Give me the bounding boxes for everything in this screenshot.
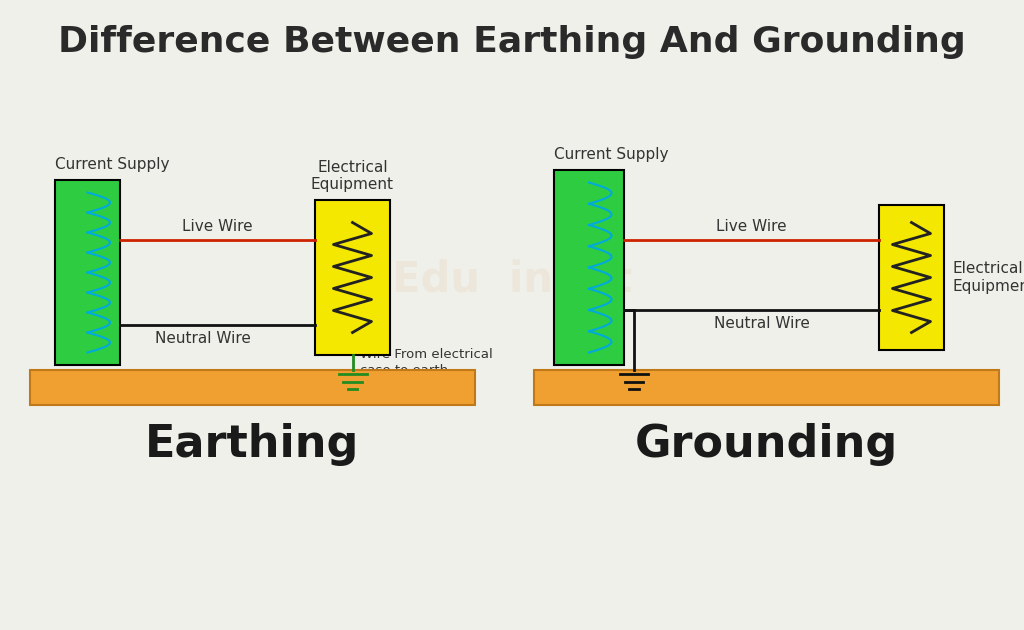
Bar: [30, 370, 475, 405]
Text: Electrical
Equipment: Electrical Equipment: [311, 159, 394, 192]
Text: Earth: Earth: [228, 379, 276, 396]
Text: Neutral Wire: Neutral Wire: [155, 331, 251, 346]
Text: Current Supply: Current Supply: [55, 157, 170, 172]
Text: Edu  input: Edu input: [392, 259, 632, 301]
Text: Difference Between Earthing And Grounding: Difference Between Earthing And Groundin…: [58, 25, 966, 59]
Text: Wire From neutral
to earth: Wire From neutral to earth: [648, 374, 767, 401]
Text: Current Supply: Current Supply: [554, 147, 669, 162]
Bar: [315, 200, 390, 355]
Text: Live Wire: Live Wire: [182, 219, 253, 234]
Bar: [55, 180, 120, 365]
Bar: [879, 205, 944, 350]
Text: Wire From electrical
case to earth: Wire From electrical case to earth: [360, 348, 494, 377]
Bar: [534, 370, 999, 405]
Bar: [554, 170, 624, 365]
Text: Neutral Wire: Neutral Wire: [714, 316, 809, 331]
Text: Electrical
Equipment: Electrical Equipment: [952, 261, 1024, 294]
Text: Live Wire: Live Wire: [716, 219, 786, 234]
Text: Earthing: Earthing: [145, 423, 359, 466]
Text: Grounding: Grounding: [635, 423, 898, 466]
Text: Earth: Earth: [925, 379, 973, 396]
